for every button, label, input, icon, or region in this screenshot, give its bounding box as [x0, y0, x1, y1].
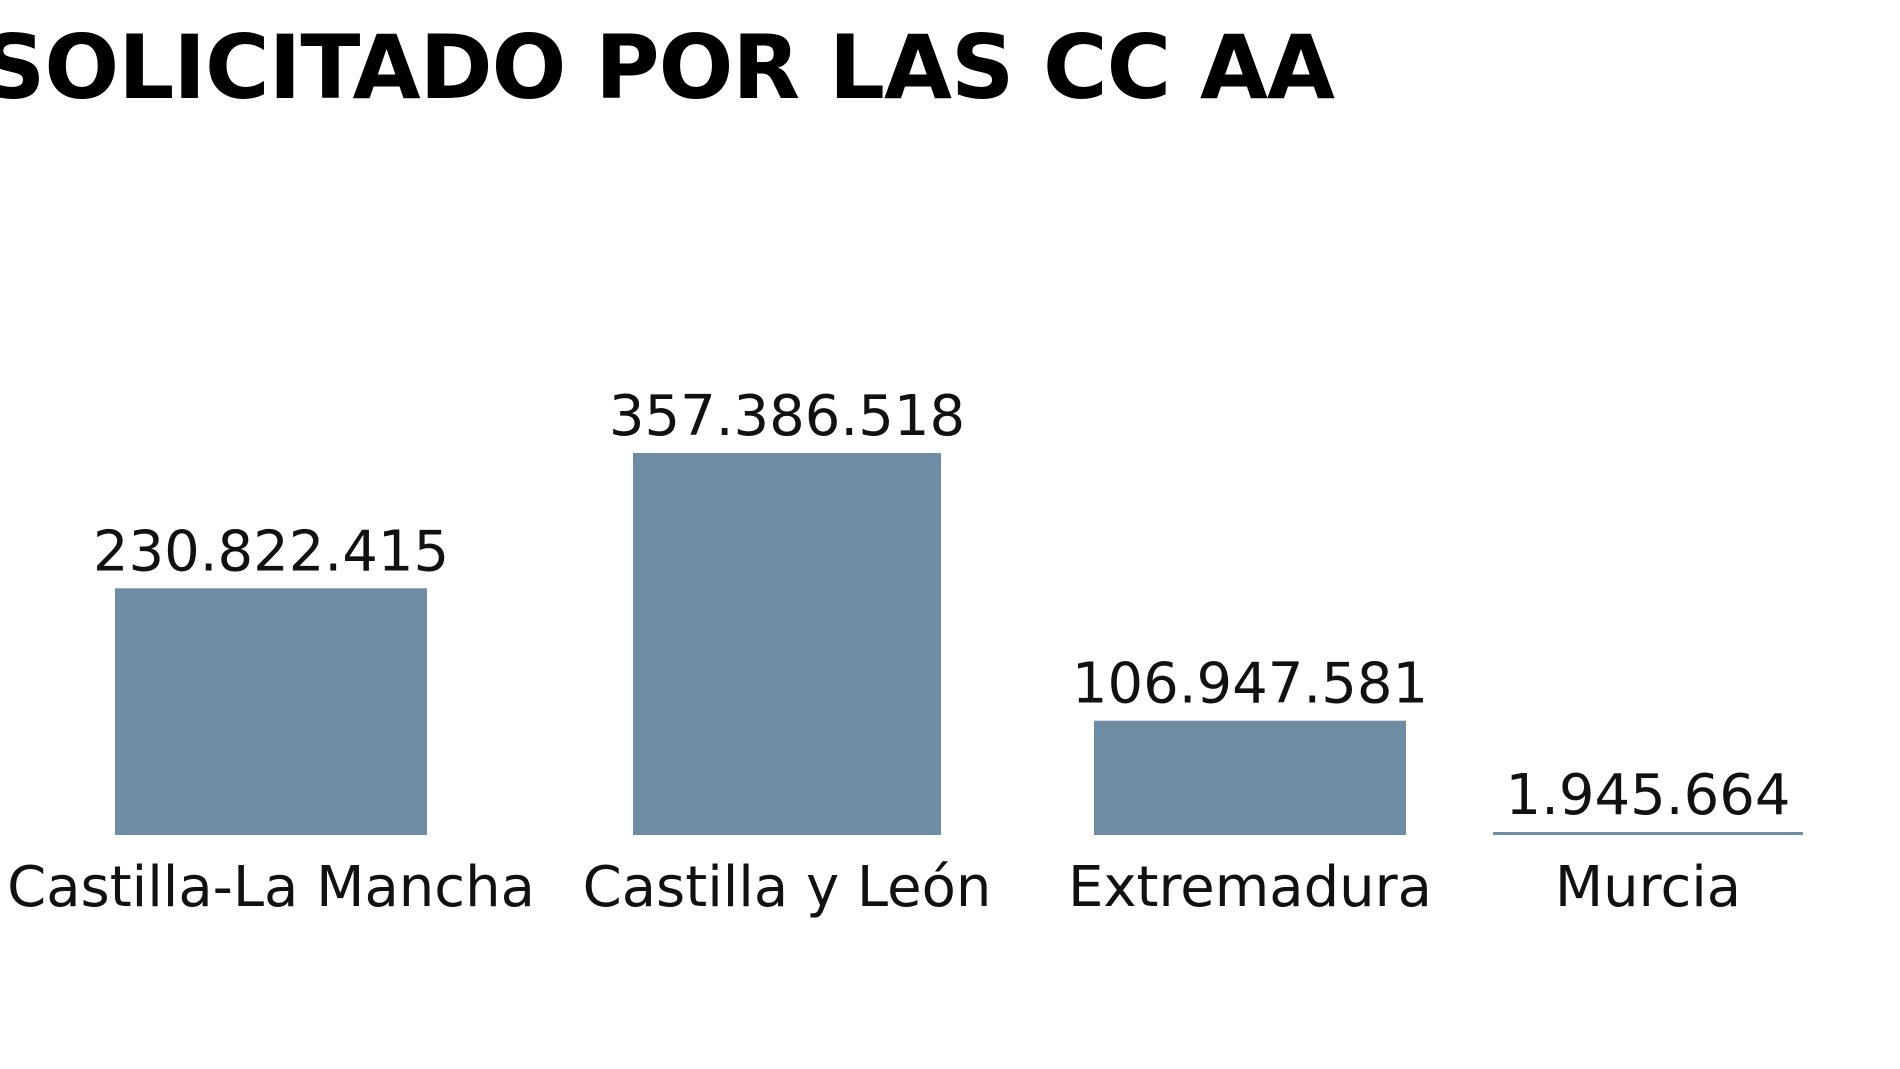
chart-title: SOLICITADO POR LAS CC AA: [0, 16, 1335, 119]
category-labels-layer: Castilla-La Mancha Castilla y León Extrema…: [7, 855, 1741, 920]
bar-value-label-3: 106.947.581: [1072, 652, 1428, 717]
bar-4: [1493, 832, 1803, 835]
bar-1: [115, 588, 427, 835]
bar-3: [1094, 720, 1406, 835]
bar-2: [633, 453, 941, 835]
category-label-1: Castilla-La Mancha: [7, 855, 535, 920]
bars-layer: [115, 453, 1803, 835]
bar-value-label-1: 230.822.415: [93, 519, 449, 584]
bar-value-label-4: 1.945.664: [1505, 763, 1790, 828]
value-labels-layer: 230.822.415 357.386.518 106.947.581 1.945.6…: [93, 384, 1791, 828]
category-label-3: Extremadura: [1068, 855, 1432, 920]
category-label-2: Castilla y León: [583, 855, 992, 920]
category-label-4: Murcia: [1555, 855, 1741, 920]
bar-value-label-2: 357.386.518: [609, 384, 965, 449]
